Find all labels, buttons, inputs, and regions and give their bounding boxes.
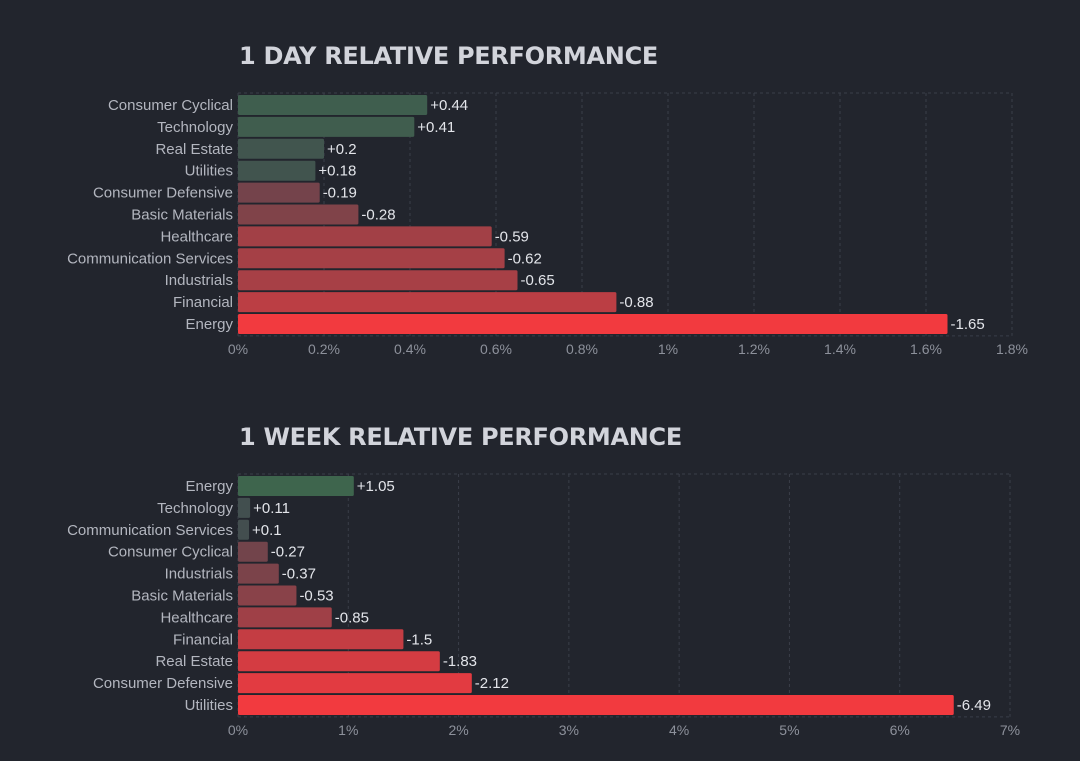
value-label-consumer-defensive: -2.12 <box>475 675 509 692</box>
category-label-financial: Financial <box>173 631 233 648</box>
bar-utilities <box>238 695 954 715</box>
value-label-real-estate: +0.2 <box>327 141 357 158</box>
category-label-communication-services: Communication Services <box>67 250 233 267</box>
bar-communication-services <box>238 519 250 540</box>
category-label-basic-materials: Basic Materials <box>131 588 233 605</box>
bar-financial <box>238 292 617 313</box>
bar-consumer-defensive <box>238 673 472 694</box>
category-label-basic-materials: Basic Materials <box>131 207 233 224</box>
bar-healthcare <box>238 226 492 247</box>
x-tick-label: 0.4% <box>394 341 426 357</box>
x-tick-label: 3% <box>559 722 579 738</box>
value-label-basic-materials: -0.53 <box>299 588 333 605</box>
bar-communication-services <box>238 248 505 269</box>
x-tick-label: 1.6% <box>910 341 942 357</box>
category-label-consumer-defensive: Consumer Defensive <box>93 675 233 692</box>
x-tick-label: 1.4% <box>824 341 856 357</box>
bar-basic-materials <box>238 585 297 606</box>
category-label-financial: Financial <box>173 294 233 311</box>
value-label-industrials: -0.37 <box>282 566 316 583</box>
x-tick-label: 5% <box>779 722 799 738</box>
chart-1-day-relative-performance: Consumer Cyclical +0.44 Technology +0.41 Rea… <box>67 92 1028 357</box>
category-label-real-estate: Real Estate <box>155 653 233 670</box>
category-label-utilities: Utilities <box>185 163 233 180</box>
bar-technology <box>238 116 415 137</box>
value-label-energy: +1.05 <box>357 478 395 495</box>
category-label-consumer-cyclical: Consumer Cyclical <box>108 544 233 561</box>
category-label-communication-services: Communication Services <box>67 522 233 539</box>
bar-industrials <box>238 270 518 291</box>
x-tick-label: 1% <box>338 722 358 738</box>
category-label-energy: Energy <box>185 478 233 495</box>
value-label-industrials: -0.65 <box>521 272 555 289</box>
grid-lines <box>237 473 1011 718</box>
x-tick-label: 0% <box>228 722 248 738</box>
category-label-industrials: Industrials <box>165 566 233 583</box>
bar-energy <box>238 476 354 496</box>
x-tick-label: 2% <box>448 722 468 738</box>
value-label-real-estate: -1.83 <box>443 653 477 670</box>
category-label-technology: Technology <box>157 500 233 517</box>
chart-title-1-week: 1 WEEK RELATIVE PERFORMANCE <box>239 423 682 451</box>
x-tick-label: 0% <box>228 341 248 357</box>
value-label-financial: -0.88 <box>619 294 653 311</box>
x-tick-label: 1.2% <box>738 341 770 357</box>
bar-basic-materials <box>238 204 359 225</box>
value-label-communication-services: -0.62 <box>508 250 542 267</box>
bar-consumer-cyclical <box>238 95 428 115</box>
value-label-utilities: -6.49 <box>957 697 991 714</box>
category-label-technology: Technology <box>157 119 233 136</box>
bar-energy <box>238 314 948 334</box>
bar-industrials <box>238 563 279 584</box>
value-label-utilities: +0.18 <box>318 163 356 180</box>
category-label-healthcare: Healthcare <box>160 228 233 245</box>
value-label-technology: +0.41 <box>417 119 455 136</box>
x-tick-label: 1% <box>658 341 678 357</box>
bar-healthcare <box>238 607 332 628</box>
x-tick-label: 0.2% <box>308 341 340 357</box>
chart-title-1-day: 1 DAY RELATIVE PERFORMANCE <box>239 42 658 70</box>
x-tick-label: 7% <box>1000 722 1020 738</box>
category-label-real-estate: Real Estate <box>155 141 233 158</box>
bar-technology <box>238 497 251 518</box>
bar-utilities <box>238 160 316 181</box>
category-label-healthcare: Healthcare <box>160 609 233 626</box>
bar-consumer-defensive <box>238 182 320 203</box>
value-label-basic-materials: -0.28 <box>361 207 395 224</box>
category-label-consumer-defensive: Consumer Defensive <box>93 185 233 202</box>
value-label-technology: +0.11 <box>253 500 290 517</box>
bar-real-estate <box>238 651 440 672</box>
bar-real-estate <box>238 138 324 159</box>
value-label-energy: -1.65 <box>951 316 985 333</box>
category-label-energy: Energy <box>185 316 233 333</box>
x-tick-label: 6% <box>890 722 910 738</box>
value-label-healthcare: -0.85 <box>335 609 369 626</box>
x-tick-label: 0.6% <box>480 341 512 357</box>
chart-1-week-relative-performance: Energy +1.05 Technology +0.11 Communication … <box>67 473 1020 738</box>
value-label-communication-services: +0.1 <box>252 522 282 539</box>
x-tick-label: 1.8% <box>996 341 1028 357</box>
bar-financial <box>238 629 404 650</box>
value-label-financial: -1.5 <box>406 631 432 648</box>
value-label-consumer-cyclical: +0.44 <box>430 97 468 114</box>
category-label-utilities: Utilities <box>185 697 233 714</box>
bar-consumer-cyclical <box>238 541 268 562</box>
value-label-consumer-defensive: -0.19 <box>323 185 357 202</box>
category-label-consumer-cyclical: Consumer Cyclical <box>108 97 233 114</box>
value-label-healthcare: -0.59 <box>495 228 529 245</box>
value-label-consumer-cyclical: -0.27 <box>271 544 305 561</box>
category-label-industrials: Industrials <box>165 272 233 289</box>
x-tick-label: 0.8% <box>566 341 598 357</box>
x-tick-label: 4% <box>669 722 689 738</box>
